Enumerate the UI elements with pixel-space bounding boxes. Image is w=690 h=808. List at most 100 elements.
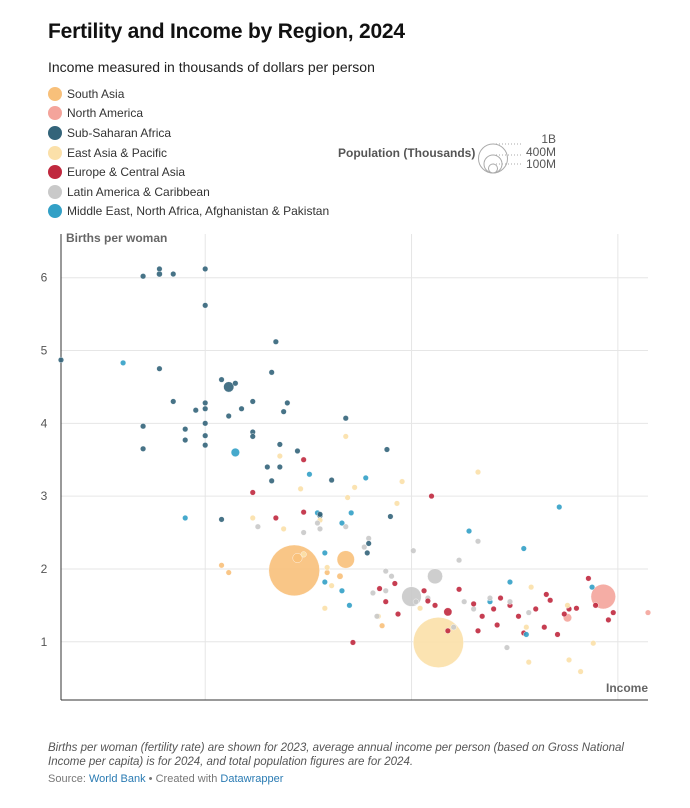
data-point xyxy=(393,500,400,507)
size-legend-label-400m: 400M xyxy=(526,145,556,159)
data-point xyxy=(264,463,271,470)
data-point xyxy=(590,640,597,647)
data-point xyxy=(503,644,510,651)
data-point xyxy=(479,613,486,620)
data-point xyxy=(249,433,256,440)
data-point xyxy=(456,557,463,564)
data-point xyxy=(294,447,301,454)
size-legend-title: Population (Thousands) xyxy=(338,146,476,160)
data-point xyxy=(292,553,303,563)
data-point xyxy=(276,453,283,460)
data-point xyxy=(202,399,209,406)
data-point xyxy=(140,423,147,430)
data-point xyxy=(387,513,394,520)
data-point xyxy=(450,624,457,631)
data-point xyxy=(421,587,428,594)
data-point xyxy=(249,514,256,521)
data-point xyxy=(316,525,323,532)
y-tick-label: 3 xyxy=(41,489,48,503)
data-point xyxy=(254,523,261,530)
legend-label: South Asia xyxy=(67,86,125,101)
data-point xyxy=(321,579,328,586)
legend-label: Latin America & Caribbean xyxy=(67,184,210,199)
data-point xyxy=(456,586,463,593)
source-link-datawrapper[interactable]: Datawrapper xyxy=(220,773,284,785)
legend-label: Middle East, North Africa, Afghanistan &… xyxy=(67,204,330,219)
data-point xyxy=(249,489,256,496)
data-point xyxy=(342,415,349,422)
y-axis-title: Births per woman xyxy=(66,231,167,245)
size-legend-label-1b: 1B xyxy=(541,132,556,146)
data-point xyxy=(362,474,369,481)
data-point xyxy=(268,477,275,484)
data-point xyxy=(202,405,209,412)
data-point xyxy=(361,544,368,551)
data-point xyxy=(506,598,513,605)
data-point xyxy=(373,613,380,620)
data-point xyxy=(182,426,189,433)
data-point xyxy=(379,622,386,629)
data-point xyxy=(520,545,527,552)
data-point xyxy=(336,550,355,569)
data-point xyxy=(382,587,389,594)
legend-item: North America xyxy=(48,104,329,124)
data-point xyxy=(348,509,355,516)
legend-item: Latin America & Caribbean xyxy=(48,182,329,202)
color-legend: South Asia North America Sub-Saharan Afric… xyxy=(48,84,329,221)
data-point xyxy=(399,478,406,485)
data-point xyxy=(218,562,225,569)
chart-title: Fertility and Income by Region, 2024 xyxy=(48,20,405,43)
source-line: Source: World Bank • Created with Datawr… xyxy=(48,773,283,785)
x-axis-title: Income xyxy=(606,681,648,695)
data-point xyxy=(202,432,209,439)
legend-swatch xyxy=(48,106,62,121)
data-point xyxy=(432,602,439,609)
data-point xyxy=(324,564,331,571)
data-point xyxy=(342,523,349,530)
data-point xyxy=(365,535,372,542)
legend-swatch xyxy=(48,165,62,180)
y-tick-label: 5 xyxy=(41,344,48,358)
data-point xyxy=(202,420,209,427)
data-point xyxy=(486,595,493,602)
data-point xyxy=(342,433,349,440)
data-point xyxy=(321,605,328,612)
legend-swatch xyxy=(48,86,62,101)
data-point xyxy=(324,569,331,576)
data-point xyxy=(300,529,307,536)
data-point xyxy=(230,447,240,457)
data-point xyxy=(470,605,477,612)
data-point xyxy=(427,568,443,584)
data-point xyxy=(336,572,344,580)
data-point xyxy=(223,381,235,393)
data-point xyxy=(376,585,383,592)
data-point xyxy=(182,514,189,521)
data-point xyxy=(369,589,376,596)
source-separator: • Created with xyxy=(145,773,221,785)
data-point xyxy=(391,580,398,587)
source-link-world-bank[interactable]: World Bank xyxy=(88,773,146,785)
y-tick-label: 2 xyxy=(41,562,48,576)
data-point xyxy=(338,587,345,594)
data-point xyxy=(461,598,468,605)
data-point xyxy=(120,359,127,366)
y-tick-label: 1 xyxy=(41,635,48,649)
data-point xyxy=(344,494,351,501)
legend-label: Europe & Central Asia xyxy=(67,165,186,180)
size-legend-graphic: 1B 400M 100M xyxy=(478,132,556,174)
legend-item: Sub-Saharan Africa xyxy=(48,123,329,143)
data-point xyxy=(58,356,65,363)
data-point xyxy=(284,399,291,406)
data-point xyxy=(170,398,177,405)
legend-label: Sub-Saharan Africa xyxy=(67,125,172,140)
data-point xyxy=(280,525,287,532)
source-prefix: Source: xyxy=(48,773,89,785)
data-point xyxy=(466,528,473,535)
data-point xyxy=(140,273,147,280)
data-point xyxy=(413,617,464,668)
data-point xyxy=(541,624,548,631)
data-point xyxy=(170,271,177,278)
data-point xyxy=(328,582,335,589)
data-point xyxy=(444,627,451,634)
size-legend: Population (Thousands) 1B 400M 100M xyxy=(338,131,568,175)
